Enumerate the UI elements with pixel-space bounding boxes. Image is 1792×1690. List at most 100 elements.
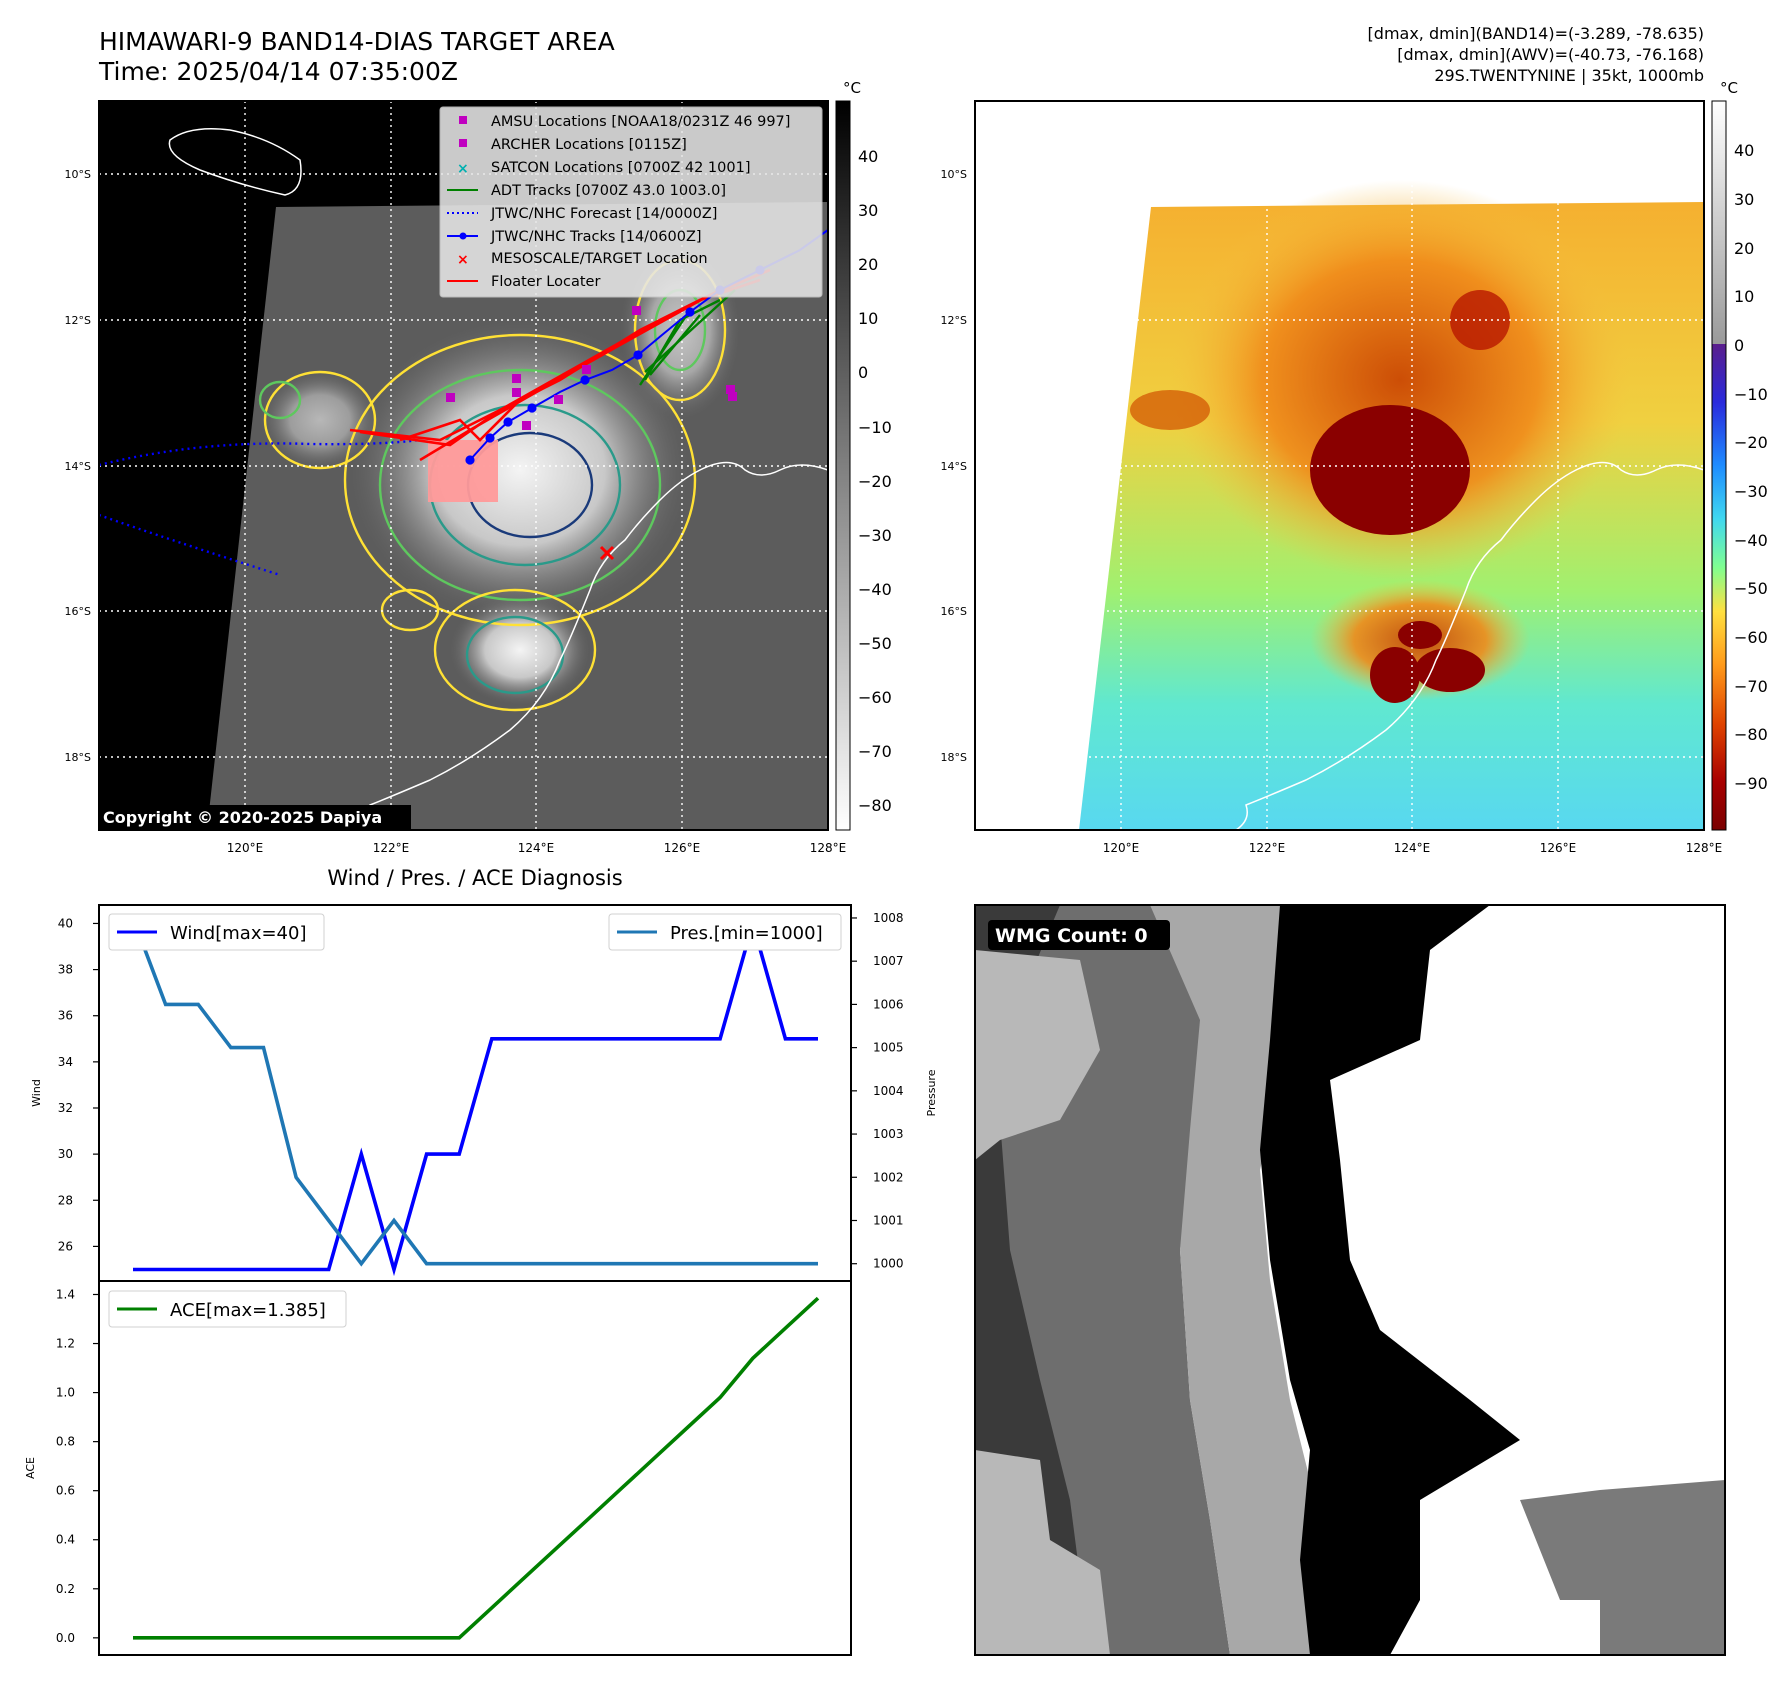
- awv-cbar-tick: −30: [1734, 482, 1768, 501]
- diagnosis-title: Wind / Pres. / ACE Diagnosis: [327, 866, 622, 890]
- copyright-text: Copyright © 2020-2025 Dapiya: [103, 808, 382, 827]
- awv-cbar-tick: −50: [1734, 579, 1768, 598]
- wind-y-tick-label: 36: [58, 1009, 73, 1023]
- ir-map-panel: AMSU Locations [NOAA18/0231Z 46 997] ARC…: [65, 79, 892, 855]
- pres-y-tick-label: 1004: [873, 1084, 904, 1098]
- awv-cbar-tick: −70: [1734, 677, 1768, 696]
- ir-cbar-tick: −40: [858, 580, 892, 599]
- ir-lon-label: 120°E: [227, 841, 264, 855]
- wind-y-ticks: 26 28 30 32 34 36 38 40: [58, 916, 99, 1253]
- awv-lon-label: 124°E: [1394, 841, 1431, 855]
- ir-colorbar: °C 40 30 20 10 0 −10 −20 −30 −40 −50 −60…: [835, 79, 892, 831]
- figure-time: Time: 2025/04/14 07:35:00Z: [98, 57, 458, 86]
- wmg-band-light: [1150, 905, 1370, 1655]
- ir-lat-labels: 10°S 12°S 14°S 16°S 18°S: [65, 168, 91, 764]
- legend-entry-target: × MESOSCALE/TARGET Location: [457, 251, 708, 268]
- awv-cbar-tick: −40: [1734, 531, 1768, 550]
- awv-colorbar-ticks: 40 30 20 10 0 −10 −20 −30 −40 −50 −60 −7…: [1734, 141, 1768, 793]
- ace-legend: ACE[max=1.385]: [108, 1290, 347, 1328]
- legend-entry-forecast: JTWC/NHC Forecast [14/0000Z]: [447, 206, 717, 222]
- ir-cbar-tick: −10: [858, 418, 892, 437]
- wind-line: [133, 916, 818, 1277]
- ir-cbar-tick: 30: [858, 201, 878, 220]
- awv-cbar-tick: −20: [1734, 433, 1768, 452]
- awv-lon-label: 122°E: [1249, 841, 1286, 855]
- awv-colorbar: °C 40 30 20 10 0 −10 −20 −30 −40 −50 −60…: [1711, 79, 1768, 831]
- awv-cbar-tick: −10: [1734, 385, 1768, 404]
- awv-map-panel: 10°S 12°S 14°S 16°S 18°S 120°E 122°E 124…: [941, 79, 1768, 855]
- awv-colorbar-unit: °C: [1720, 79, 1738, 97]
- legend-label-archer: ARCHER Locations [0115Z]: [491, 137, 687, 153]
- ir-lon-label: 128°E: [810, 841, 847, 855]
- ace-series: [133, 1296, 820, 1640]
- svg-text:×: ×: [457, 161, 469, 177]
- wmg-band-light-bottom: [975, 1450, 1110, 1655]
- ir-cbar-tick: −80: [858, 796, 892, 815]
- ace-y-tick-label: 0.6: [56, 1484, 75, 1498]
- amsu-archer-markers: [446, 306, 737, 430]
- ir-cbar-tick: 10: [858, 309, 878, 328]
- awv-lat-label: 10°S: [941, 168, 967, 181]
- awv-lat-label: 14°S: [941, 460, 967, 473]
- pres-y-tick-label: 1007: [873, 954, 904, 968]
- legend-label-floater: Floater Locater: [491, 274, 600, 290]
- ace-y-tick-label: 1.2: [56, 1337, 75, 1351]
- legend-entry-tracks: JTWC/NHC Tracks [14/0600Z]: [447, 229, 702, 245]
- pres-y-tick-label: 1005: [873, 1041, 904, 1055]
- ir-lat-label: 14°S: [65, 460, 91, 473]
- awv-cbar-tick: 20: [1734, 239, 1754, 258]
- ace-y-ticks: 0.0 0.2 0.4 0.6 0.8 1.0 1.2 1.4: [56, 1287, 99, 1645]
- pres-axis-label: Pressure: [925, 1069, 938, 1116]
- legend-label-amsu: AMSU Locations [NOAA18/0231Z 46 997]: [491, 114, 790, 130]
- legend-entry-archer: ARCHER Locations [0115Z]: [459, 137, 687, 153]
- wmg-band-right: [1520, 1480, 1725, 1655]
- wind-y-tick-label: 26: [58, 1239, 73, 1253]
- ir-lat-label: 10°S: [65, 168, 91, 181]
- legend-label-target: MESOSCALE/TARGET Location: [491, 251, 708, 267]
- wind-y-tick-label: 32: [58, 1101, 73, 1115]
- target-box: [428, 440, 498, 502]
- ir-cbar-tick: 40: [858, 147, 878, 166]
- awv-lon-label: 126°E: [1540, 841, 1577, 855]
- info-band14: [dmax, dmin](BAND14)=(-3.289, -78.635): [1368, 24, 1704, 43]
- awv-coastlines: [1235, 461, 1704, 830]
- ir-cbar-tick: −20: [858, 472, 892, 491]
- pres-y-tick-label: 1008: [873, 911, 904, 925]
- awv-lon-label: 128°E: [1686, 841, 1723, 855]
- wind-axis-label: Wind: [30, 1079, 43, 1107]
- ace-y-tick-label: 1.0: [56, 1386, 75, 1400]
- ir-colorbar-ticks: 40 30 20 10 0 −10 −20 −30 −40 −50 −60 −7…: [858, 147, 892, 815]
- ace-y-tick-label: 0.8: [56, 1435, 75, 1449]
- ace-legend-label: ACE[max=1.385]: [170, 1300, 326, 1321]
- wmg-band-light-left: [975, 950, 1100, 1160]
- wind-y-tick-label: 38: [58, 963, 73, 977]
- wmg-band-black: [1260, 905, 1520, 1655]
- wind-y-tick-label: 34: [58, 1055, 73, 1069]
- ir-cbar-tick: −50: [858, 634, 892, 653]
- ace-y-tick-label: 1.4: [56, 1287, 75, 1301]
- wmg-panel: WMG Count: 0: [974, 904, 1726, 1656]
- awv-cbar-tick: 10: [1734, 287, 1754, 306]
- legend-entry-adt: ADT Tracks [0700Z 43.0 1003.0]: [447, 183, 726, 199]
- ir-lat-label: 12°S: [65, 314, 91, 327]
- ir-coastlines: [168, 128, 828, 830]
- awv-lat-labels: 10°S 12°S 14°S 16°S 18°S: [941, 168, 967, 764]
- wind-legend: Wind[max=40]: [108, 913, 325, 951]
- ir-lat-label: 16°S: [65, 605, 91, 618]
- legend-label-adt: ADT Tracks [0700Z 43.0 1003.0]: [491, 183, 726, 199]
- awv-lat-label: 18°S: [941, 751, 967, 764]
- ir-legend: AMSU Locations [NOAA18/0231Z 46 997] ARC…: [439, 106, 823, 298]
- awv-cbar-tick: −80: [1734, 725, 1768, 744]
- pres-y-tick-label: 1003: [873, 1127, 904, 1141]
- wmg-count-label: WMG Count: 0: [995, 925, 1148, 947]
- awv-lon-labels: 120°E 122°E 124°E 126°E 128°E: [1103, 841, 1723, 855]
- ir-cbar-tick: 0: [858, 363, 868, 382]
- pressure-line: [131, 917, 818, 1267]
- ir-lon-label: 122°E: [373, 841, 410, 855]
- info-storm: 29S.TWENTYNINE | 35kt, 1000mb: [1434, 66, 1704, 85]
- ir-lon-label: 124°E: [518, 841, 555, 855]
- wind-y-tick-label: 30: [58, 1147, 73, 1161]
- jtwc-forecast-tracks: [99, 438, 421, 577]
- awv-lat-label: 12°S: [941, 314, 967, 327]
- pres-y-tick-label: 1000: [873, 1257, 904, 1271]
